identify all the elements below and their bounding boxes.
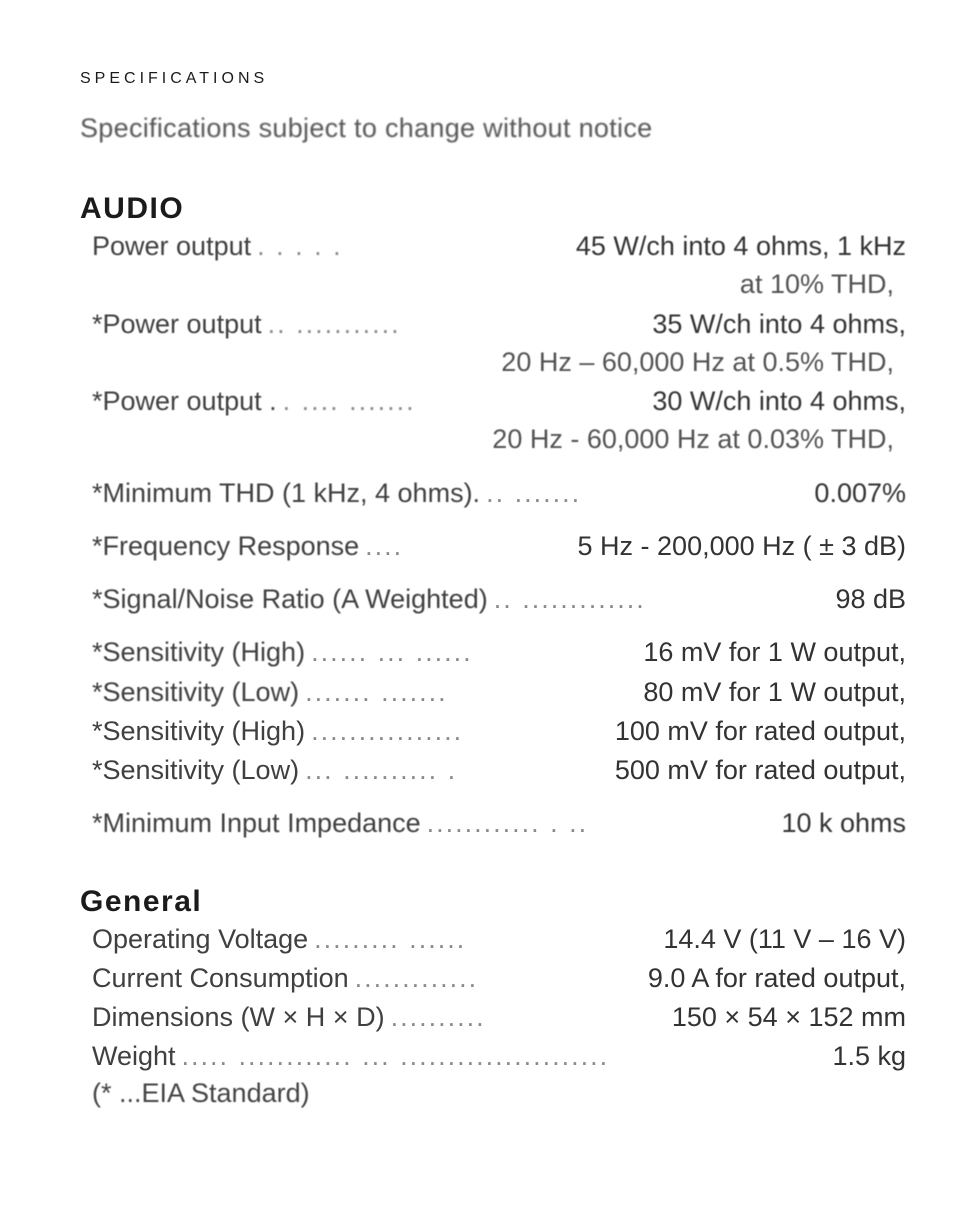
value: 45 W/ch into 4 ohms, 1 kHz: [576, 228, 906, 265]
label: *Sensitivity (Low): [92, 752, 299, 789]
spec-power-output-3-cont: 20 Hz - 60,000 Hz at 0.03% THD,: [80, 421, 894, 458]
subtitle: Specifications subject to change without…: [80, 113, 894, 144]
spec-freq-response: *Frequency Response .... 5 Hz - 200,000 …: [80, 528, 906, 565]
label: *Sensitivity (High): [92, 634, 305, 671]
label: Operating Voltage: [92, 921, 308, 958]
label: Current Consumption: [92, 960, 349, 997]
page-title-wrap: SPECIFICATIONS: [80, 70, 894, 88]
spec-sens-low-1w: *Sensitivity (Low) ....... ....... 80 mV…: [80, 674, 906, 711]
value: 9.0 A for rated output,: [648, 960, 906, 997]
label: *Signal/Noise Ratio (A Weighted): [92, 581, 488, 618]
leader: ..... ............ ... .................…: [182, 1038, 827, 1075]
value: 0.007%: [814, 475, 906, 512]
leader: ....: [365, 528, 571, 565]
value: 100 mV for rated output,: [615, 713, 906, 750]
leader: .. .......: [486, 475, 808, 512]
spec-dimensions: Dimensions (W × H × D) .......... 150 × …: [80, 999, 906, 1036]
leader: ..........: [391, 999, 666, 1036]
spec-sens-high-1w: *Sensitivity (High) ...... ... ...... 16…: [80, 634, 906, 671]
value: 500 mV for rated output,: [615, 752, 906, 789]
leader: .. .............: [494, 581, 830, 618]
value: 98 dB: [835, 581, 906, 618]
label: *Minimum THD (1 kHz, 4 ohms).: [92, 475, 480, 512]
leader: .............: [355, 960, 642, 997]
leader: ............ . ..: [427, 805, 776, 842]
page-title: SPECIFICATIONS: [80, 70, 268, 87]
section-head-audio: AUDIO: [80, 192, 894, 226]
spec-min-thd: *Minimum THD (1 kHz, 4 ohms). .. .......…: [80, 475, 906, 512]
leader: . . . . .: [257, 228, 570, 265]
footnote-eia: (* ...EIA Standard): [80, 1078, 894, 1109]
spec-operating-voltage: Operating Voltage ......... ...... 14.4 …: [80, 921, 906, 958]
label: *Sensitivity (Low): [92, 674, 299, 711]
leader: ... .......... .: [305, 752, 609, 789]
label: *Minimum Input Impedance: [92, 805, 421, 842]
section-head-general: General: [80, 885, 894, 919]
label: Power output: [92, 228, 251, 265]
label: Weight: [92, 1038, 176, 1075]
spec-sens-high-rated: *Sensitivity (High) ................ 100…: [80, 713, 906, 750]
label: *Power output: [92, 306, 262, 343]
value: 35 W/ch into 4 ohms,: [652, 306, 906, 343]
value: 10 k ohms: [781, 805, 906, 842]
leader: ...... ... ......: [311, 634, 637, 671]
spec-current-consumption: Current Consumption ............. 9.0 A …: [80, 960, 906, 997]
value: 150 × 54 × 152 mm: [672, 999, 906, 1036]
label: *Sensitivity (High): [92, 713, 305, 750]
spec-power-output-2: *Power output .. ........... 35 W/ch int…: [80, 306, 906, 343]
label: Dimensions (W × H × D): [92, 999, 385, 1036]
label: *Frequency Response: [92, 528, 359, 565]
spec-power-output-1: Power output . . . . . 45 W/ch into 4 oh…: [80, 228, 906, 265]
spec-sens-low-rated: *Sensitivity (Low) ... .......... . 500 …: [80, 752, 906, 789]
spec-power-output-3: *Power output . . .... ....... 30 W/ch i…: [80, 383, 906, 420]
value: 16 mV for 1 W output,: [643, 634, 906, 671]
spec-snr: *Signal/Noise Ratio (A Weighted) .. ....…: [80, 581, 906, 618]
value: 14.4 V (11 V – 16 V): [663, 921, 906, 958]
leader: .. ...........: [268, 306, 647, 343]
leader: . .... .......: [283, 383, 647, 420]
spec-min-input-impedance: *Minimum Input Impedance ............ . …: [80, 805, 906, 842]
spec-weight: Weight ..... ............ ... ..........…: [80, 1038, 906, 1075]
value: 30 W/ch into 4 ohms,: [652, 383, 906, 420]
spec-power-output-1-cont: at 10% THD,: [80, 266, 894, 303]
leader: ....... .......: [305, 674, 637, 711]
value: 1.5 kg: [832, 1038, 906, 1075]
leader: ................: [311, 713, 609, 750]
value: 5 Hz - 200,000 Hz ( ± 3 dB): [578, 528, 906, 565]
leader: ......... ......: [314, 921, 657, 958]
spec-power-output-2-cont: 20 Hz – 60,000 Hz at 0.5% THD,: [80, 344, 894, 381]
label: *Power output .: [92, 383, 277, 420]
value: 80 mV for 1 W output,: [643, 674, 906, 711]
